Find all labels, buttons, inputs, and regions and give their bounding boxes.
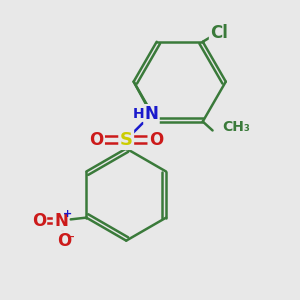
Text: N: N [54, 212, 68, 230]
Text: ⁻: ⁻ [68, 232, 76, 247]
Text: O: O [57, 232, 71, 250]
Text: O: O [149, 130, 163, 148]
Text: CH₃: CH₃ [222, 121, 250, 134]
Text: +: + [63, 209, 72, 219]
Text: S: S [120, 130, 133, 148]
Text: N: N [145, 105, 158, 123]
Text: Cl: Cl [210, 24, 228, 42]
Text: H: H [133, 107, 145, 121]
Text: O: O [89, 130, 103, 148]
Text: O: O [32, 212, 46, 230]
